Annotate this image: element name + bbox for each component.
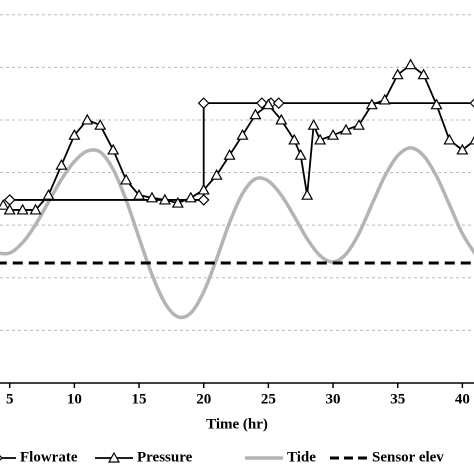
triangle-marker <box>469 136 474 145</box>
x-tick-label: 10 <box>67 391 82 407</box>
x-tick-label: 30 <box>326 391 341 407</box>
triangle-marker <box>55 158 68 170</box>
triangle-marker <box>456 143 469 155</box>
triangle-marker <box>352 118 365 130</box>
legend-label: Flowrate <box>20 449 78 465</box>
diamond-marker <box>197 194 210 206</box>
triangle-marker <box>339 123 352 135</box>
triangle-marker <box>120 173 133 185</box>
triangle-marker <box>42 188 55 200</box>
diamond-marker <box>272 97 285 109</box>
triangle-marker <box>275 113 288 125</box>
triangle-marker <box>404 58 417 70</box>
triangle-marker <box>223 148 236 160</box>
diamond-marker <box>197 97 210 109</box>
triangle-marker <box>307 118 320 130</box>
triangle-marker <box>391 68 404 80</box>
diamond-marker <box>3 194 16 206</box>
triangle-marker <box>171 196 184 208</box>
triangle-marker <box>197 183 210 195</box>
triangle-marker <box>3 203 16 215</box>
triangle-marker <box>236 128 249 140</box>
triangle-marker <box>145 191 158 203</box>
triangle-marker <box>365 98 378 110</box>
series-line <box>2 63 474 211</box>
triangle-marker <box>294 148 307 160</box>
x-axis-title: Time (hr) <box>206 416 268 432</box>
series-line <box>0 146 474 320</box>
triangle-marker <box>94 118 107 130</box>
triangle-marker <box>107 451 121 463</box>
triangle-marker <box>68 128 81 140</box>
x-tick-label: 5 <box>6 391 14 407</box>
triangle-marker <box>16 203 29 215</box>
triangle-marker <box>210 168 223 180</box>
triangle-marker <box>249 108 262 120</box>
triangle-marker <box>378 93 391 105</box>
triangle-marker <box>327 128 340 140</box>
triangle-marker <box>417 68 430 80</box>
x-tick-label: 25 <box>261 391 276 407</box>
triangle-marker <box>288 133 301 145</box>
triangle-marker <box>81 113 94 125</box>
triangle-marker <box>443 133 456 145</box>
plot-area <box>0 14 474 331</box>
x-tick-label: 40 <box>455 391 470 407</box>
triangle-marker <box>262 98 275 110</box>
x-tick-label: 35 <box>390 391 405 407</box>
triangle-marker <box>430 98 443 110</box>
legend-label: Sensor elev <box>372 449 444 465</box>
triangle-marker <box>314 133 327 145</box>
triangle-marker <box>29 203 42 215</box>
diamond-marker <box>0 455 3 461</box>
triangle-marker <box>184 191 197 203</box>
legend-label: Pressure <box>137 449 193 465</box>
triangle-marker <box>301 188 314 200</box>
x-tick-label: 20 <box>196 391 211 407</box>
triangle-marker <box>0 198 10 210</box>
triangle-marker <box>133 188 146 200</box>
x-tick-label: 15 <box>132 391 147 407</box>
diamond-marker <box>469 98 474 108</box>
legend-label: Tide <box>287 449 316 465</box>
triangle-marker <box>107 143 120 155</box>
triangle-marker <box>158 193 171 205</box>
